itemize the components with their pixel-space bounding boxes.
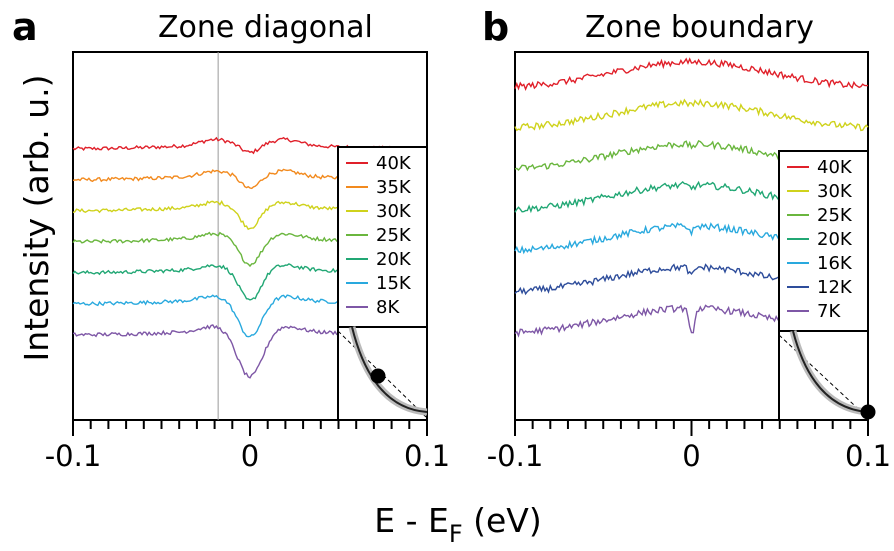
panel-a-plot: -0.1 0 0.1 40K 35K 30K 25K 20K 15K 8K — [45, 51, 450, 473]
legend-label: 40K — [376, 153, 412, 174]
legend-label: 8K — [376, 297, 400, 318]
legend-label: 20K — [376, 249, 412, 270]
legend-box — [778, 150, 869, 332]
panel-a-title: Zone diagonal — [158, 10, 373, 45]
legend-label: 20K — [817, 229, 853, 250]
x-axis-label: E - EF (eV) — [374, 501, 542, 548]
inset-zone-diagonal — [778, 334, 869, 419]
legend-label: 25K — [376, 225, 412, 246]
legend-label: 15K — [376, 273, 412, 294]
panel-b-plot: -0.1 0 0.1 40K 30K 25K 20K 16K 12K 7K — [487, 51, 891, 473]
legend-label: 30K — [817, 181, 853, 202]
legend-label: 12K — [817, 277, 853, 298]
legend-label: 25K — [817, 205, 853, 226]
y-axis-label: Intensity (arb. u.) — [17, 75, 56, 362]
legend-label: 35K — [376, 177, 412, 198]
series-line-30K — [514, 98, 869, 132]
legend-label: 7K — [817, 301, 841, 322]
x-tick-label: -0.1 — [487, 439, 544, 473]
inset-fermi-surface — [792, 330, 869, 413]
x-tick-label: 0 — [241, 439, 259, 473]
inset-marker — [860, 404, 876, 420]
x-tick-label: 0.1 — [845, 439, 891, 473]
panel-b-title: Zone boundary — [585, 10, 814, 45]
panel-b-letter: b — [482, 5, 509, 49]
x-tick-label: 0.1 — [404, 439, 450, 473]
series-line-40K — [514, 57, 868, 91]
panel-a-letter: a — [12, 5, 38, 49]
legend-label: 30K — [376, 201, 412, 222]
inset-marker — [370, 368, 386, 384]
inset-fermi-surface — [351, 326, 428, 413]
x-tick-label: -0.1 — [45, 439, 102, 473]
legend-box — [337, 146, 428, 328]
x-tick-label: 0 — [682, 439, 700, 473]
legend-label: 16K — [817, 253, 853, 274]
legend-label: 40K — [817, 157, 853, 178]
